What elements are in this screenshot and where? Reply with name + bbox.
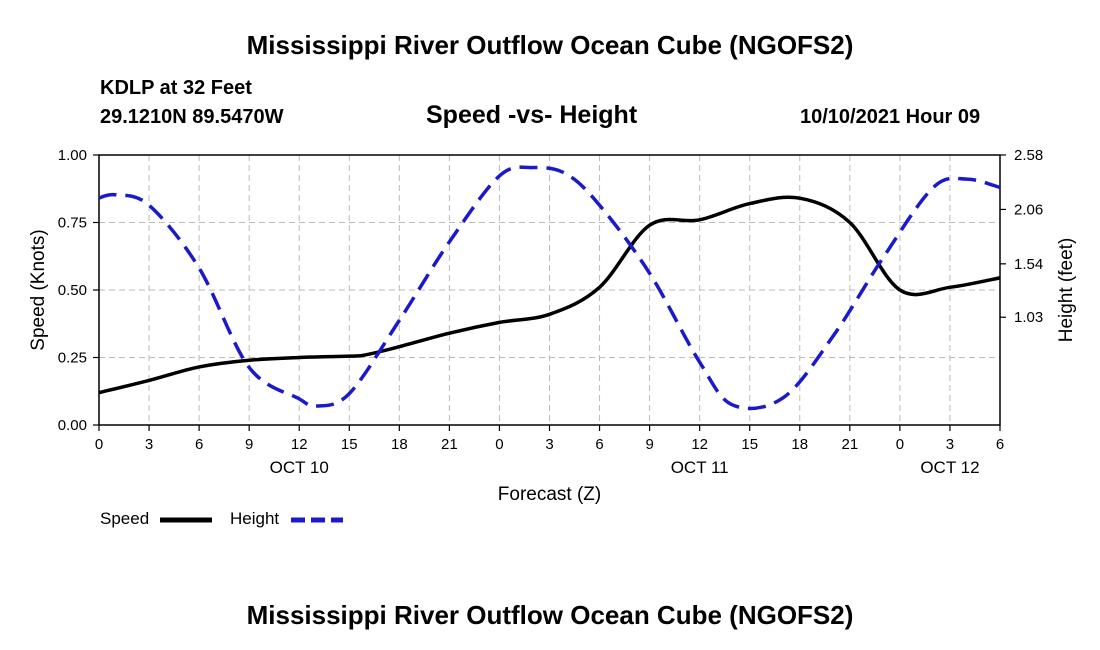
x-tick-label: 18 — [791, 436, 808, 453]
series-line-height — [98, 165, 1001, 411]
y-tick-label: 0.00 — [58, 417, 87, 434]
legend-label-speed: Speed — [100, 509, 149, 528]
y2-tick-label: 2.06 — [1014, 201, 1043, 218]
x-tick-label: 3 — [545, 436, 553, 453]
x-day-label: OCT 10 — [270, 458, 329, 477]
x-tick-label: 12 — [291, 436, 308, 453]
x-tick-label: 9 — [645, 436, 653, 453]
x-tick-label: 6 — [195, 436, 203, 453]
chart-title: Mississippi River Outflow Ocean Cube (NG… — [246, 30, 854, 60]
station-coordinates: 29.1210N 89.5470W — [100, 106, 284, 128]
series-line-speed — [98, 195, 1001, 395]
x-tick-label: 0 — [95, 436, 103, 453]
x-tick-label: 6 — [996, 436, 1004, 453]
forecast-datetime: 10/10/2021 Hour 09 — [800, 106, 981, 128]
y-tick-label: 0.50 — [58, 282, 87, 299]
footer-title: Mississippi River Outflow Ocean Cube (NG… — [246, 600, 854, 630]
x-tick-label: 0 — [495, 436, 503, 453]
x-tick-label: 9 — [245, 436, 253, 453]
x-tick-label: 15 — [741, 436, 758, 453]
x-tick-label: 6 — [595, 436, 603, 453]
chart-subtitle: Speed -vs- Height — [426, 101, 638, 129]
x-tick-label: 21 — [841, 436, 858, 453]
y2-axis-label: Height (feet) — [1056, 238, 1077, 343]
y2-tick-label: 1.54 — [1014, 256, 1043, 273]
legend-label-height: Height — [230, 509, 279, 528]
y-tick-label: 0.25 — [58, 350, 87, 367]
station-label: KDLP at 32 Feet — [100, 77, 252, 99]
x-tick-label: 15 — [341, 436, 358, 453]
x-day-label: OCT 12 — [920, 458, 979, 477]
y2-tick-label: 1.03 — [1014, 309, 1043, 326]
x-tick-label: 3 — [946, 436, 954, 453]
x-tick-label: 18 — [391, 436, 408, 453]
x-axis-label: Forecast (Z) — [498, 484, 601, 505]
x-tick-label: 3 — [145, 436, 153, 453]
y-axis-label: Speed (Knots) — [28, 229, 49, 350]
y-tick-label: 0.75 — [58, 215, 87, 232]
x-tick-label: 0 — [896, 436, 904, 453]
x-day-label: OCT 11 — [671, 458, 729, 477]
y-tick-label: 1.00 — [58, 147, 87, 164]
x-tick-label: 21 — [441, 436, 458, 453]
x-tick-label: 12 — [691, 436, 708, 453]
y2-tick-label: 2.58 — [1014, 147, 1043, 164]
